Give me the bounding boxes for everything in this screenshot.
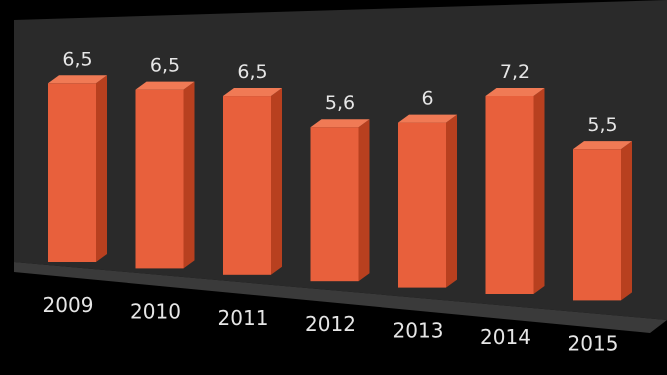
bar-front-2011 — [223, 96, 271, 275]
data-label-2013: 6 — [421, 88, 433, 110]
data-label-2012: 5,6 — [325, 92, 355, 114]
category-label-2010: 2010 — [130, 299, 181, 323]
bar-side-2013 — [446, 114, 457, 288]
category-label-2011: 2011 — [218, 306, 269, 330]
category-labels-group: 2009 2010 2011 2012 2013 2014 2015 — [43, 293, 619, 355]
data-label-2009: 6,5 — [62, 48, 92, 70]
bar-2013 — [398, 114, 457, 288]
bar-2015 — [573, 141, 632, 301]
bar-side-2010 — [183, 81, 195, 269]
bar-side-2009 — [96, 75, 107, 262]
category-label-2014: 2014 — [480, 325, 531, 349]
bars-group — [48, 75, 632, 301]
bar-front-2013 — [398, 122, 446, 288]
bar-top-2010 — [135, 81, 195, 90]
data-label-2014: 7,2 — [500, 61, 530, 83]
data-label-2015: 5,5 — [587, 114, 617, 136]
chart-floor — [14, 262, 667, 333]
bar-side-2014 — [533, 88, 545, 294]
bar-side-2011 — [271, 88, 282, 275]
bar-top-2015 — [573, 141, 632, 150]
bar-front-2009 — [48, 83, 96, 262]
data-label-2010: 6,5 — [150, 55, 180, 77]
bar-side-2015 — [621, 141, 632, 301]
bar-top-2011 — [223, 88, 282, 97]
data-label-2011: 6,5 — [237, 61, 267, 83]
bar-front-2012 — [310, 127, 359, 282]
bar-top-2013 — [398, 114, 457, 123]
category-label-2013: 2013 — [393, 319, 444, 343]
bar-2010 — [135, 81, 195, 269]
bar-front-2015 — [573, 149, 621, 301]
data-labels-group: 6,5 6,5 6,5 5,6 6 7,2 5,5 — [62, 48, 617, 136]
bar-2009 — [48, 75, 107, 262]
bar-2012 — [310, 119, 370, 282]
bar-top-2014 — [485, 88, 545, 96]
bar-top-2012 — [310, 119, 370, 128]
category-label-2012: 2012 — [305, 312, 356, 336]
bar-side-2012 — [358, 119, 370, 282]
category-label-2015: 2015 — [568, 331, 619, 355]
bar-2014 — [485, 88, 545, 294]
bar-front-2010 — [135, 89, 184, 269]
category-label-2009: 2009 — [43, 293, 94, 317]
bar-top-2009 — [48, 75, 107, 84]
bar-2011 — [223, 88, 282, 275]
bar-front-2014 — [485, 96, 534, 294]
